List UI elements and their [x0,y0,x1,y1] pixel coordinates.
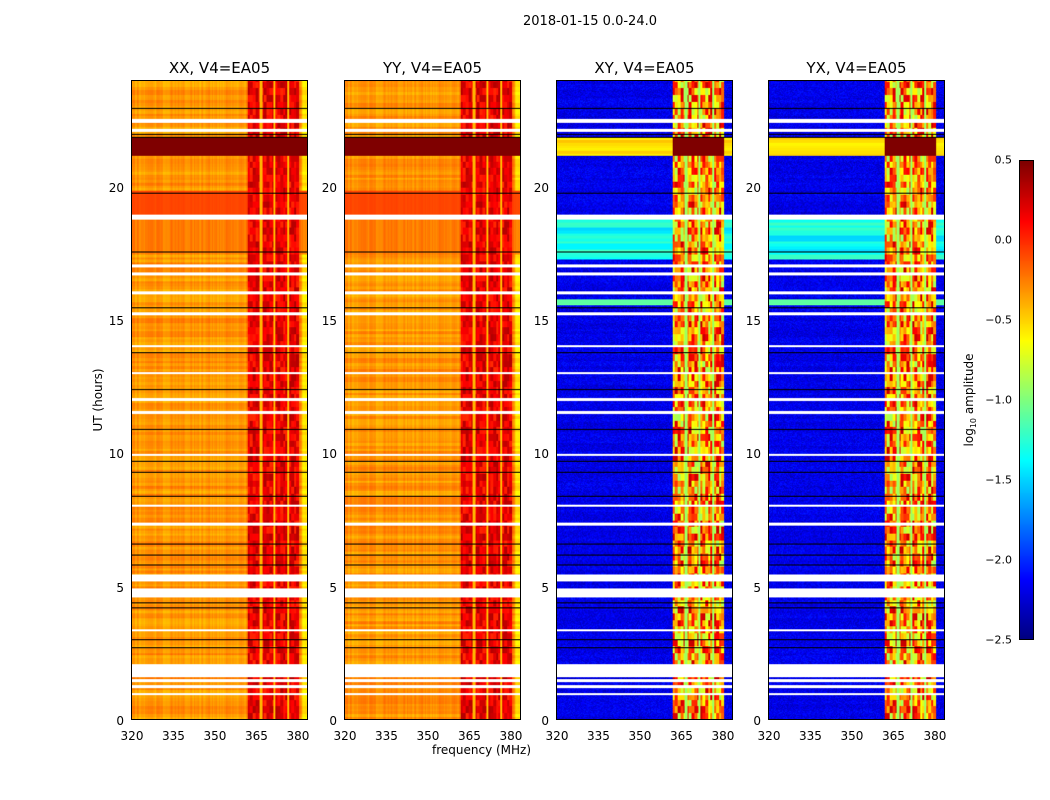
x-tick-label: 350 [203,729,227,743]
y-tick-label: 0 [753,714,761,728]
colorbar [1019,160,1034,640]
colorbar-tick-label: −2.0 [985,553,1012,567]
panel-title: XX, V4=EA05 [168,59,271,77]
y-tick-label: 15 [321,314,337,328]
x-tick-label: 365 [670,729,693,743]
colorbar-tick-label: −0.5 [985,313,1012,327]
x-tick-label: 365 [245,729,268,743]
heatmap-panel-2: YY, V4=EA05 320 335 350 365 380 0 5 10 15 20 [322,59,523,743]
x-tick-label: 320 [757,729,781,743]
colorbar-tick-label: −2.5 [985,633,1012,647]
y-tick-label: 15 [533,314,549,328]
x-tick-label: 320 [545,729,569,743]
colorbar-tick-label: −1.0 [985,393,1012,407]
x-tick-label: 380 [711,729,735,743]
y-tick-label: 5 [541,580,549,595]
y-tick-label: 15 [108,314,124,328]
y-tick-label: 10 [745,447,761,462]
y-tick-label: 20 [321,180,337,195]
heatmap-panel-3: XY, V4=EA05 320 335 350 365 380 0 5 10 15 20 [534,59,735,743]
y-tick-label: 0 [541,714,549,728]
colorbar-tick-label: 0.5 [994,153,1013,167]
panel-title: YY, V4=EA05 [382,59,483,77]
x-tick-label: 365 [458,729,481,743]
x-tick-label: 380 [286,729,310,743]
x-axis-label: frequency (MHz) [432,743,532,757]
x-tick-label: 350 [628,729,652,743]
x-tick-label: 365 [882,729,905,743]
y-tick-label: 15 [745,314,761,328]
heatmap-image [769,81,944,719]
y-tick-label: 10 [321,447,337,462]
x-tick-label: 320 [333,729,357,743]
x-tick-label: 350 [840,729,864,743]
heatmap-panel-4: YX, V4=EA05 320 335 350 365 380 0 5 10 15 20 [746,59,947,743]
panel-title: YX, V4=EA05 [806,59,907,77]
heatmap-image [557,81,732,719]
x-tick-label: 320 [120,729,144,743]
y-tick-label: 5 [116,580,124,595]
y-tick-label: 0 [329,714,337,728]
x-tick-label: 335 [587,729,610,743]
heatmap-image [345,81,520,719]
figure-title: 2018-01-15 0.0-24.0 [523,14,657,29]
y-axis-label: UT (hours) [91,368,105,432]
x-tick-label: 380 [923,729,947,743]
y-tick-label: 5 [753,580,761,595]
x-tick-label: 335 [162,729,185,743]
colorbar-label: log10 amplitude [961,353,979,447]
y-tick-label: 10 [108,447,124,462]
heatmap-image [132,81,307,719]
heatmap-panel-1: XX, V4=EA05 320 335 350 365 380 0 5 10 15 20 [109,59,310,743]
x-tick-label: 335 [375,729,398,743]
colorbar-tick-label: −1.5 [985,473,1012,487]
x-tick-label: 380 [499,729,523,743]
y-tick-label: 20 [533,180,549,195]
y-tick-label: 20 [745,180,761,195]
y-tick-label: 20 [108,180,124,195]
y-tick-label: 10 [533,447,549,462]
x-tick-label: 350 [416,729,440,743]
x-tick-label: 335 [799,729,822,743]
panel-title: XY, V4=EA05 [594,59,695,77]
colorbar-tick-label: 0.0 [994,233,1013,247]
y-tick-label: 0 [116,714,124,728]
y-tick-label: 5 [329,580,337,595]
